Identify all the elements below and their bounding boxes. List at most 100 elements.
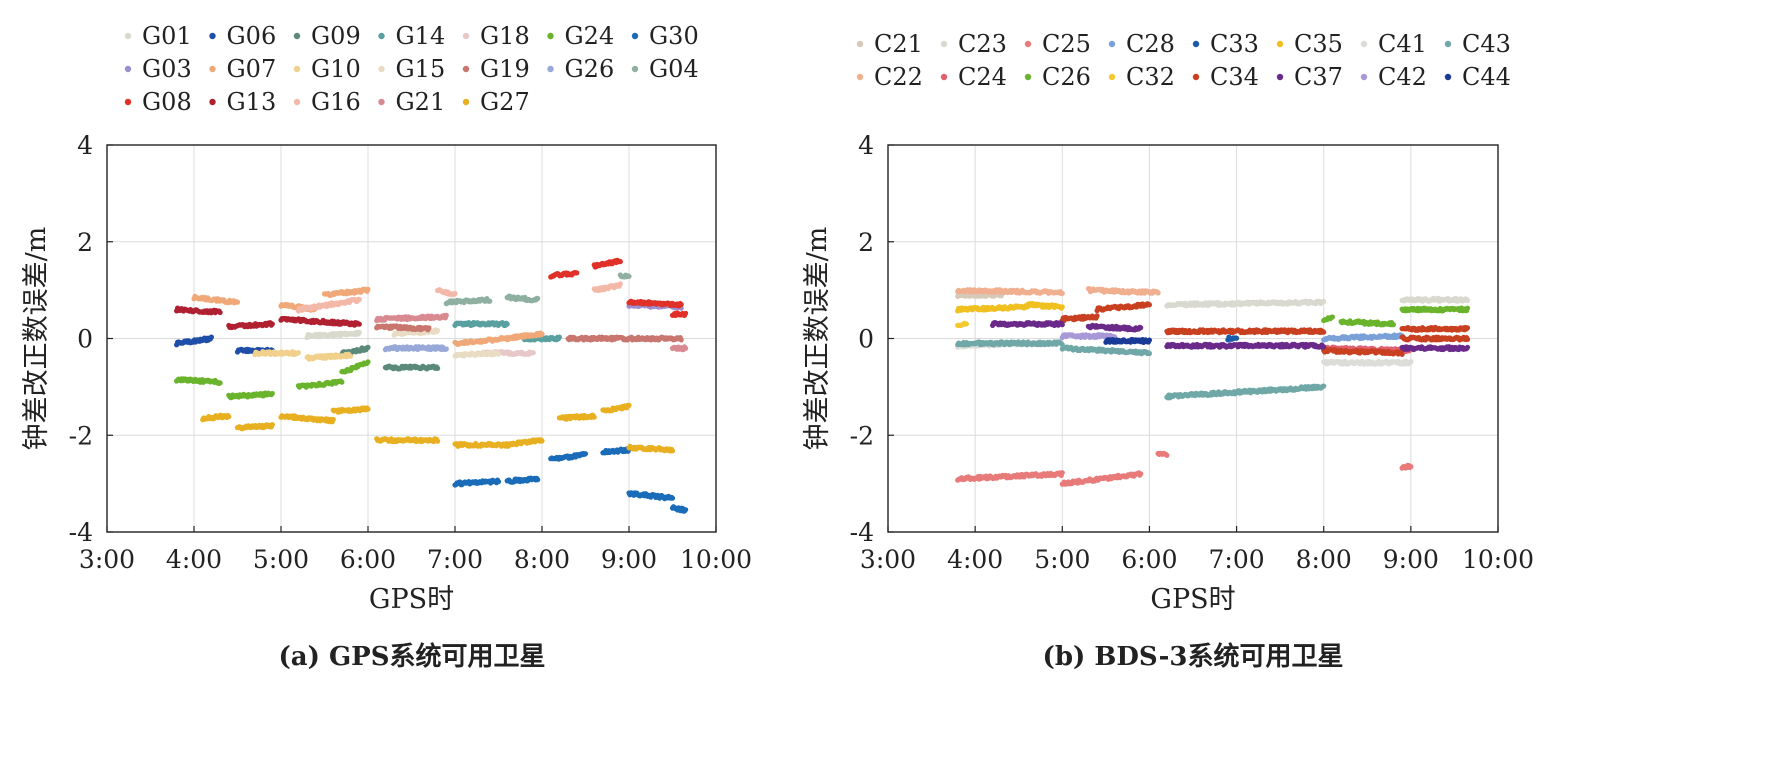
legend-marker-G07 bbox=[209, 65, 216, 73]
legend-label-G14: G14 bbox=[396, 22, 446, 50]
series-G01 bbox=[304, 329, 362, 341]
data-point-C25 bbox=[1408, 464, 1414, 470]
y-tick-label: 4 bbox=[77, 131, 93, 160]
series-G24 bbox=[174, 359, 371, 401]
data-point-C26 bbox=[1390, 322, 1396, 328]
chart-panel-0: 3:00 4:00 5:00 6:00 7:00 8:00 9:00 10:00-4-2024… bbox=[21, 22, 752, 672]
data-point-C37 bbox=[1321, 344, 1327, 350]
legend-label-G09: G09 bbox=[311, 22, 361, 50]
data-point-C26 bbox=[1329, 314, 1335, 320]
data-point-C37 bbox=[1138, 325, 1144, 331]
data-point-G27 bbox=[626, 402, 632, 408]
series-C28 bbox=[1321, 332, 1405, 343]
data-point-C33 bbox=[1234, 335, 1240, 341]
data-point-C34 bbox=[1146, 302, 1152, 308]
series-G14 bbox=[452, 319, 563, 343]
data-point-G16 bbox=[356, 296, 362, 303]
legend-label-G08: G08 bbox=[142, 88, 192, 116]
series-G26 bbox=[382, 344, 449, 353]
data-point-G04 bbox=[535, 295, 541, 302]
legend-label-G06: G06 bbox=[227, 22, 277, 50]
data-point-C22 bbox=[1059, 290, 1065, 296]
data-point-C34 bbox=[1399, 351, 1405, 357]
data-point-C37 bbox=[1059, 322, 1065, 328]
legend-label-G04: G04 bbox=[649, 55, 699, 83]
series-C25 bbox=[955, 450, 1414, 487]
legend-label-G18: G18 bbox=[480, 22, 530, 50]
legend-label-G30: G30 bbox=[649, 22, 699, 50]
legend-marker-G06 bbox=[209, 32, 216, 40]
data-point-G13 bbox=[356, 321, 362, 327]
x-tick-label: 7:00 bbox=[427, 545, 483, 574]
series-C43 bbox=[955, 339, 1327, 401]
data-point-G07 bbox=[365, 286, 371, 292]
x-tick-label: 8:00 bbox=[514, 545, 570, 574]
x-tick-label: 9:00 bbox=[601, 545, 657, 574]
series-G10 bbox=[252, 349, 354, 362]
y-tick-label: -2 bbox=[69, 421, 93, 450]
series-C33 bbox=[1225, 334, 1240, 343]
data-point-G27 bbox=[539, 438, 545, 444]
legend-marker-G15 bbox=[378, 65, 385, 73]
chart-panel-1: 3:00 4:00 5:00 6:00 7:00 8:00 9:00 10:00-4-2024… bbox=[802, 30, 1534, 672]
series-G07 bbox=[191, 286, 545, 347]
data-point-G15 bbox=[495, 351, 502, 357]
data-point-G16 bbox=[617, 281, 623, 287]
data-point-G24 bbox=[269, 390, 275, 397]
data-point-C34 bbox=[1464, 336, 1471, 342]
data-point-G18 bbox=[530, 350, 536, 356]
data-point-C43 bbox=[1321, 383, 1327, 389]
legend-label-G07: G07 bbox=[227, 55, 277, 83]
series-C34 bbox=[1059, 301, 1471, 357]
data-point-G19 bbox=[678, 337, 684, 343]
legend-marker-G04 bbox=[631, 65, 639, 73]
data-point-G01 bbox=[356, 329, 362, 335]
data-point-G21 bbox=[683, 345, 689, 351]
series-C23 bbox=[1164, 295, 1471, 309]
legend-label-G03: G03 bbox=[142, 55, 192, 83]
series-C32 bbox=[955, 320, 970, 328]
data-point-C25 bbox=[1059, 470, 1065, 476]
x-tick-label: 5:00 bbox=[253, 545, 309, 574]
legend-marker-G27 bbox=[462, 98, 470, 106]
data-point-G08 bbox=[678, 301, 684, 308]
legend-label-G13: G13 bbox=[227, 88, 277, 116]
data-point-G27 bbox=[226, 414, 232, 420]
legend-marker-G14 bbox=[378, 32, 385, 40]
data-point-G27 bbox=[669, 448, 676, 454]
legend-marker-G09 bbox=[293, 32, 301, 40]
data-point-G24 bbox=[217, 380, 223, 386]
data-point-C35 bbox=[1059, 304, 1065, 310]
data-point-G15 bbox=[435, 327, 441, 334]
data-point-G24 bbox=[339, 379, 345, 385]
legend-marker-G18 bbox=[462, 32, 470, 40]
data-point-G08 bbox=[617, 259, 623, 265]
series-G16 bbox=[295, 281, 623, 314]
legend-marker-G19 bbox=[462, 65, 470, 73]
panel-caption: (a) GPS系统可用卫星 bbox=[278, 641, 545, 672]
legend-marker-G30 bbox=[631, 32, 639, 40]
legend-label-G26: G26 bbox=[565, 55, 615, 83]
legend-label-G19: G19 bbox=[480, 55, 530, 83]
data-point-G30 bbox=[535, 477, 541, 483]
data-point-C22 bbox=[1155, 290, 1161, 296]
legend-label-G15: G15 bbox=[396, 55, 446, 83]
data-point-G10 bbox=[295, 350, 301, 356]
data-point-C37 bbox=[1464, 344, 1471, 350]
data-point-C25 bbox=[1164, 452, 1170, 458]
data-point-G27 bbox=[435, 438, 441, 444]
series-G30 bbox=[452, 446, 689, 514]
y-axis-label: 钟差改正数误差/m bbox=[21, 227, 52, 451]
legend-marker-G01 bbox=[124, 32, 132, 40]
y-tick-label: -4 bbox=[69, 518, 93, 547]
series-G21 bbox=[374, 312, 689, 353]
data-point-G08 bbox=[683, 310, 689, 316]
data-point-G09 bbox=[365, 344, 371, 350]
data-point-G14 bbox=[504, 321, 510, 327]
data-point-G13 bbox=[217, 309, 223, 316]
data-point-G30 bbox=[669, 495, 676, 501]
data-point-G07 bbox=[539, 331, 545, 337]
series-G04 bbox=[443, 272, 632, 307]
series-G27 bbox=[200, 402, 676, 454]
